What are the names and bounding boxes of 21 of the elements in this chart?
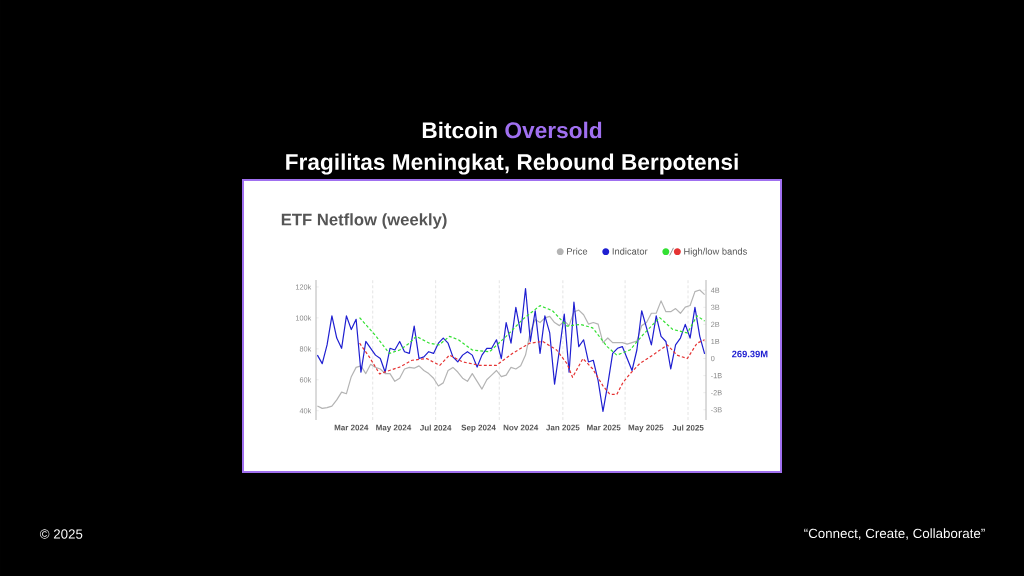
- x-tick-label: Mar 2025: [587, 424, 621, 431]
- legend-label: Price: [567, 247, 588, 255]
- x-tick-label: May 2024: [376, 424, 412, 432]
- line-series: [358, 305, 706, 356]
- text: Bitcoin: [422, 121, 497, 139]
- legend-label: High/low bands: [684, 247, 747, 257]
- x-tick-label: Jul 2024: [419, 424, 452, 431]
- chart-title: ETF Netflow (weekly): [281, 213, 447, 229]
- text: © 2025: [39, 529, 83, 539]
- x-tick-label: Jan 2025: [546, 424, 580, 431]
- text: 269.39M: [732, 350, 768, 358]
- legend-label: Indicator: [612, 247, 648, 255]
- line-series: [358, 339, 706, 395]
- text: “Connect, Create, Collaborate”: [804, 528, 985, 540]
- x-tick-label: Sep 2024: [461, 424, 496, 432]
- x-tick-label: May 2025: [628, 424, 664, 432]
- x-tick-label: Nov 2024: [503, 424, 539, 431]
- text: Oversold: [505, 121, 602, 139]
- x-tick-label: Mar 2024: [334, 424, 369, 431]
- x-tick-label: Jul 2025: [672, 424, 704, 431]
- text: Fragilitas Meningkat, Rebound Berpotensi: [286, 153, 738, 175]
